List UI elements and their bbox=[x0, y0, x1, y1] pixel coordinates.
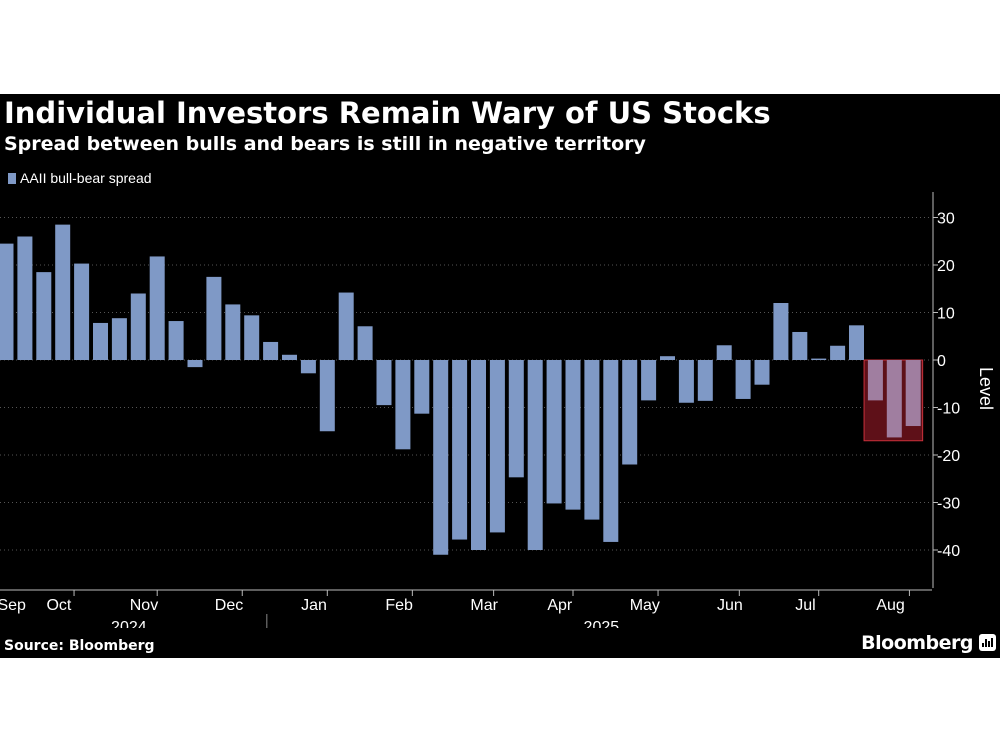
bar bbox=[584, 360, 600, 520]
bar bbox=[546, 360, 562, 504]
bar bbox=[697, 360, 713, 401]
y-axis-title: Level bbox=[976, 367, 996, 410]
bloomberg-terminal-icon bbox=[979, 634, 996, 651]
y-tick-label: -30 bbox=[937, 496, 960, 513]
x-tick-label: Aug bbox=[876, 597, 904, 614]
bar bbox=[55, 224, 71, 360]
bar bbox=[282, 354, 297, 360]
chart-panel: Individual Investors Remain Wary of US S… bbox=[0, 94, 1000, 658]
bloomberg-logo: Bloomberg bbox=[861, 632, 996, 654]
brand-name: Bloomberg bbox=[861, 632, 973, 654]
x-tick-label: May bbox=[630, 597, 660, 614]
y-tick-label: 30 bbox=[937, 211, 955, 228]
bar bbox=[0, 243, 14, 360]
bar bbox=[603, 360, 619, 542]
bar bbox=[849, 325, 864, 360]
x-tick-label: Feb bbox=[385, 597, 413, 614]
bar bbox=[244, 315, 260, 360]
x-tick-label: Jan bbox=[301, 597, 327, 614]
bar bbox=[187, 360, 203, 368]
bar bbox=[36, 272, 52, 360]
bar bbox=[111, 318, 127, 360]
y-tick-label: -20 bbox=[937, 448, 960, 465]
bar bbox=[716, 345, 732, 360]
legend-label: AAII bull-bear spread bbox=[20, 170, 152, 186]
x-tick-label: Jun bbox=[717, 597, 743, 614]
bar-chart: 30 20 10 0 -10 -20 -30 -40 Level Sep Oct Nov Dec Jan F… bbox=[0, 192, 996, 628]
y-tick-label: -10 bbox=[937, 401, 960, 418]
bar bbox=[792, 331, 808, 360]
bar bbox=[622, 360, 638, 465]
bar bbox=[74, 263, 90, 360]
chart-title: Individual Investors Remain Wary of US S… bbox=[4, 96, 771, 130]
bar bbox=[830, 345, 846, 360]
bar bbox=[357, 326, 373, 360]
legend: AAII bull-bear spread bbox=[8, 170, 152, 186]
bar bbox=[225, 304, 241, 360]
bar bbox=[641, 360, 657, 401]
bar bbox=[452, 360, 468, 540]
bar bbox=[17, 236, 33, 360]
bar bbox=[130, 293, 146, 360]
bar bbox=[395, 360, 411, 450]
y-tick-label: 20 bbox=[937, 258, 955, 275]
bar bbox=[263, 341, 279, 360]
x-tick-label: Jul bbox=[795, 597, 815, 614]
bar bbox=[471, 360, 486, 550]
bar bbox=[93, 322, 108, 360]
bar bbox=[433, 360, 449, 555]
bar bbox=[773, 303, 789, 360]
x-tick-label: Dec bbox=[215, 597, 243, 614]
chart-subtitle: Spread between bulls and bears is still … bbox=[4, 133, 646, 155]
legend-swatch bbox=[8, 173, 16, 184]
x-tick-label: Oct bbox=[46, 597, 71, 614]
bar bbox=[735, 360, 751, 399]
bar bbox=[206, 276, 222, 360]
bar bbox=[527, 360, 543, 550]
bar bbox=[678, 360, 694, 403]
bar bbox=[565, 360, 581, 510]
bar bbox=[886, 360, 902, 438]
x-tick-label: Apr bbox=[547, 597, 573, 614]
x-tick-label: Sep bbox=[0, 597, 26, 614]
source-note: Source: Bloomberg bbox=[4, 638, 155, 654]
bar bbox=[660, 356, 675, 360]
bar bbox=[376, 360, 392, 406]
bar bbox=[905, 360, 921, 427]
bar bbox=[319, 360, 335, 432]
y-tick-label: 10 bbox=[937, 306, 955, 323]
year-label: 2025 bbox=[584, 619, 620, 628]
y-tick-label: 0 bbox=[937, 353, 946, 370]
bar bbox=[338, 292, 354, 360]
bar bbox=[867, 360, 883, 401]
bar bbox=[149, 256, 165, 360]
x-tick-label: Nov bbox=[130, 597, 158, 614]
y-tick-label: -40 bbox=[937, 543, 960, 560]
bar bbox=[754, 360, 770, 385]
bar bbox=[508, 360, 524, 478]
year-label: 2024 bbox=[111, 619, 147, 628]
x-tick-label: Mar bbox=[470, 597, 498, 614]
bar bbox=[300, 360, 316, 374]
bar bbox=[811, 358, 827, 360]
bar bbox=[489, 360, 505, 533]
bar bbox=[414, 360, 430, 414]
bar bbox=[168, 321, 184, 360]
